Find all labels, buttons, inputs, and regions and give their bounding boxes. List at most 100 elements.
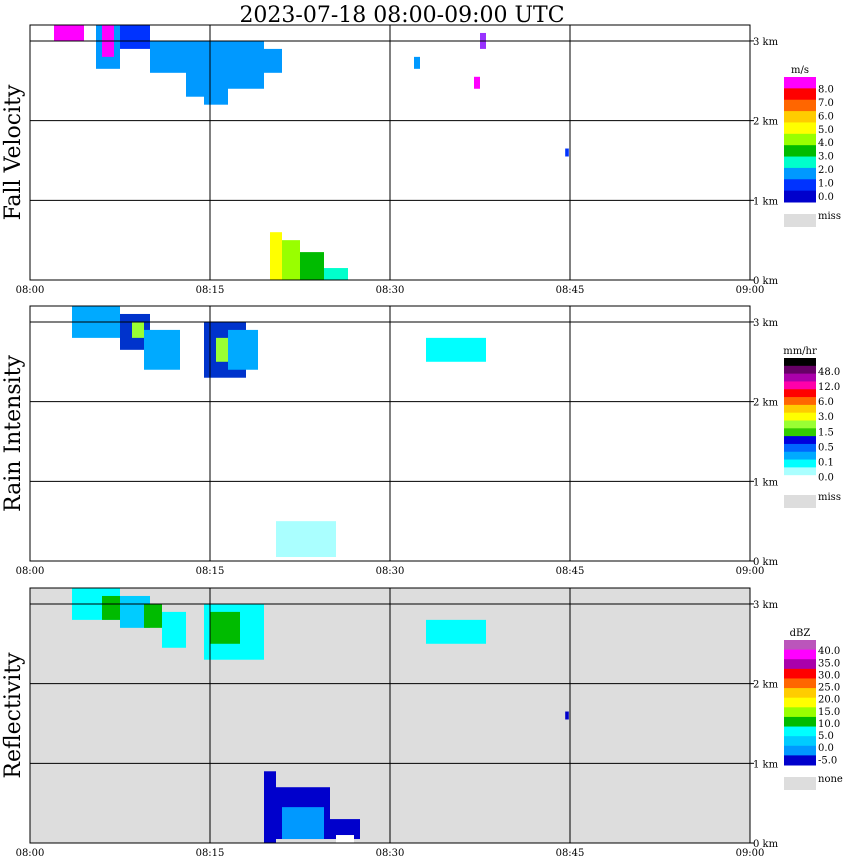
y-tick-label: 1 km xyxy=(753,759,779,770)
legend-label: 20.0 xyxy=(818,695,840,706)
x-tick-label: 08:15 xyxy=(196,285,225,296)
data-cell xyxy=(150,40,186,73)
legend-label: 4.0 xyxy=(818,138,834,149)
legend-swatch xyxy=(784,99,816,112)
legend-label: 48.0 xyxy=(818,367,840,378)
legend-swatch xyxy=(784,726,816,737)
data-cell xyxy=(330,819,360,840)
plot-frame xyxy=(29,587,751,844)
data-cell xyxy=(565,148,569,157)
data-cell xyxy=(54,25,84,41)
legend-swatch xyxy=(784,475,816,484)
legend: m/s 8.0 7.0 6.0 5.0 4.0 3.0 2.0 1.0 0.0 miss xyxy=(784,65,841,227)
x-tick-label: 08:45 xyxy=(556,285,585,296)
legend-swatch xyxy=(784,133,816,146)
panel-1: 08:00 08:15 08:30 08:45 09:000 km 1 km 2 km 3 k… xyxy=(1,24,841,296)
legend-missing-label: none xyxy=(818,774,843,785)
y-tick-label: 2 km xyxy=(753,680,779,691)
legend-missing-label: miss xyxy=(818,492,841,503)
x-tick-label: 08:00 xyxy=(16,285,45,296)
y-tick-label: 0 km xyxy=(753,839,779,850)
legend-label: 30.0 xyxy=(818,670,840,681)
legend-swatch xyxy=(784,145,816,158)
y-tick-label: 2 km xyxy=(753,117,779,128)
x-tick-label: 08:30 xyxy=(376,848,405,859)
legend-label: 1.0 xyxy=(818,179,834,190)
legend-unit: dBZ xyxy=(790,628,811,639)
legend-swatch xyxy=(784,659,816,670)
legend-swatch xyxy=(784,716,816,728)
legend-swatch xyxy=(784,365,816,375)
legend-swatch xyxy=(784,190,816,203)
legend-label: 15.0 xyxy=(818,707,840,718)
legend-label: 8.0 xyxy=(818,84,834,95)
legend-label: 2.0 xyxy=(818,165,834,176)
chart-title: 2023-07-18 08:00-09:00 UTC xyxy=(239,3,564,28)
data-cell xyxy=(228,329,258,370)
legend-label: 6.0 xyxy=(818,397,834,408)
data-cell xyxy=(132,321,144,338)
legend-label: 7.0 xyxy=(818,98,834,109)
data-cell xyxy=(426,619,486,644)
panel-ylabel: Rain Intensity xyxy=(1,354,26,511)
y-tick-label: 0 km xyxy=(753,276,779,287)
legend-swatch xyxy=(784,755,816,766)
data-cell xyxy=(162,611,186,648)
legend-swatch xyxy=(784,373,816,382)
x-tick-label: 08:30 xyxy=(376,285,405,296)
legend-label: 0.0 xyxy=(818,192,834,203)
legend-label: 35.0 xyxy=(818,658,840,669)
plot-frame xyxy=(29,24,751,281)
data-cell xyxy=(204,40,228,105)
legend-swatch xyxy=(784,404,816,414)
y-tick-label: 1 km xyxy=(753,477,779,488)
data-cell xyxy=(144,603,162,628)
legend-swatch xyxy=(784,668,816,679)
data-cell xyxy=(120,25,150,49)
legend-unit: mm/hr xyxy=(783,346,817,357)
legend-swatch xyxy=(784,88,816,101)
legend-label: -5.0 xyxy=(818,755,837,766)
legend-swatch xyxy=(784,77,816,89)
panel-3: 08:00 08:15 08:30 08:45 09:000 km 1 km 2 km 3 k… xyxy=(1,587,843,859)
x-tick-label: 08:00 xyxy=(16,848,45,859)
legend-swatch xyxy=(784,179,816,192)
y-tick-label: 3 km xyxy=(753,600,779,611)
data-cell xyxy=(102,595,120,620)
data-cell xyxy=(414,56,420,69)
y-tick-label: 2 km xyxy=(753,398,779,409)
plot-frame xyxy=(29,305,751,562)
legend-swatch xyxy=(784,688,816,699)
legend-label: 0.5 xyxy=(818,442,834,453)
legend-swatch xyxy=(784,358,816,367)
legend-swatch xyxy=(784,428,816,437)
legend-label: 5.0 xyxy=(818,125,834,136)
legend-label: 1.5 xyxy=(818,427,834,438)
x-tick-label: 09:00 xyxy=(736,285,765,296)
data-cell xyxy=(276,521,336,558)
data-cell xyxy=(300,252,324,280)
legend-swatch xyxy=(784,443,816,453)
data-cell xyxy=(426,337,486,362)
legend-swatch xyxy=(784,649,816,660)
y-tick-label: 3 km xyxy=(753,318,779,329)
legend-swatch xyxy=(784,389,816,398)
legend-label: 10.0 xyxy=(818,719,840,730)
legend-swatch xyxy=(784,122,816,135)
data-cell xyxy=(144,329,180,370)
data-cell xyxy=(282,807,324,840)
legend-label: 40.0 xyxy=(818,646,840,657)
legend-swatch xyxy=(784,111,816,123)
data-cell xyxy=(264,771,276,843)
y-tick-label: 1 km xyxy=(753,196,779,207)
legend-swatch xyxy=(784,697,816,708)
legend-label: 12.0 xyxy=(818,382,840,393)
legend-missing-swatch xyxy=(784,214,816,227)
panels-group: 08:00 08:15 08:30 08:45 09:000 km1 km2 km3 k… xyxy=(1,24,843,859)
legend-swatch xyxy=(784,436,816,445)
x-tick-label: 08:15 xyxy=(196,848,225,859)
legend-label: 3.0 xyxy=(818,152,834,163)
legend-label: 5.0 xyxy=(818,731,834,742)
